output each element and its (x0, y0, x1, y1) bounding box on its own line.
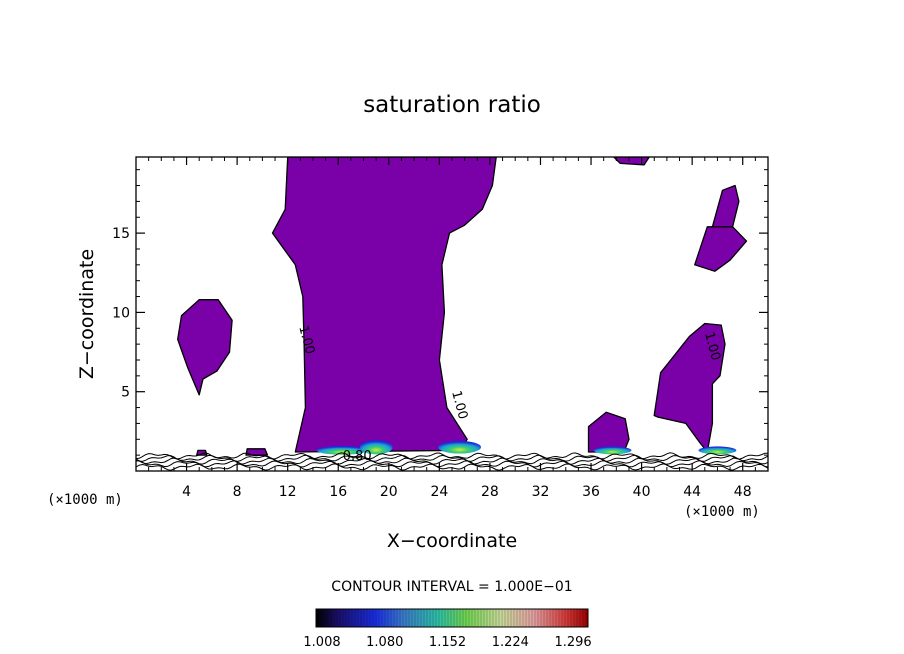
y-tick-label: 15 (112, 226, 130, 242)
x-tick-label: 32 (532, 484, 550, 500)
region-small-dome (587, 411, 630, 453)
region-fleck-5 (196, 449, 208, 456)
x-tick-label: 48 (734, 484, 752, 500)
region-left-blob (177, 299, 233, 396)
surface-line-4 (136, 454, 768, 462)
chart-title: saturation ratio (363, 92, 541, 118)
hot-spot-1 (316, 446, 368, 455)
region-right-upper-lobe (694, 226, 748, 272)
contour-interval-text: CONTOUR INTERVAL = 1.000E−01 (331, 579, 572, 595)
x-tick-label: 20 (380, 484, 398, 500)
high-value-spots (316, 440, 737, 455)
x-tick-label: 24 (430, 484, 448, 500)
colorbar-stripes (318, 609, 587, 627)
region-right-lower (653, 322, 726, 453)
surface-line-3 (136, 457, 768, 465)
colorbar-tick-label: 1.008 (303, 635, 340, 650)
colorbar-tick-label: 1.296 (554, 635, 591, 650)
x-tick-label: 40 (633, 484, 651, 500)
x-tick-label: 28 (481, 484, 499, 500)
x-axis-ticks: 4 8 12 16 20 24 28 32 36 40 44 48 (148, 157, 756, 500)
y-tick-label: 10 (112, 305, 130, 321)
hot-spot-2 (359, 440, 393, 455)
colorbar-tick-label: 1.224 (492, 635, 529, 650)
colorbar-tick-label: 1.152 (429, 635, 466, 650)
x-tick-label: 36 (582, 484, 600, 500)
x-tick-label: 16 (329, 484, 347, 500)
x-axis-label: X−coordinate (387, 530, 517, 552)
contour-label-3: 1.00 (701, 330, 723, 362)
x-tick-label: 4 (182, 484, 191, 500)
y-tick-label: 5 (121, 385, 130, 401)
y-axis-label: Z−coordinate (76, 249, 98, 379)
hot-spot-5 (698, 446, 737, 455)
x-tick-label: 12 (279, 484, 297, 500)
colorbar-ramp (315, 608, 589, 628)
contour-label-4: 0.80 (343, 449, 372, 464)
contour-label-1: 1.00 (295, 324, 317, 356)
contour-labels: 1.00 1.00 1.00 0.80 (295, 324, 723, 464)
surface-line-5 (136, 452, 768, 460)
x-unit-left: (×1000 m) (47, 492, 123, 508)
colorbar-tick-labels: 1.008 1.080 1.152 1.224 1.296 (303, 635, 591, 650)
x-tick-label: 44 (683, 484, 701, 500)
colorbar: 1.008 1.080 1.152 1.224 1.296 (303, 608, 592, 650)
hot-spot-3 (438, 440, 482, 454)
x-tick-label: 8 (233, 484, 242, 500)
region-right-upper-stem (711, 184, 740, 228)
region-central-tower (271, 157, 497, 453)
colorbar-tick-label: 1.080 (366, 635, 403, 650)
contour-label-2: 1.00 (448, 389, 470, 421)
region-top-fleck (613, 157, 650, 166)
filled-regions (177, 157, 748, 456)
x-unit-right: (×1000 m) (684, 504, 760, 520)
hot-spot-4 (593, 446, 632, 455)
y-axis-ticks: 5 10 15 (112, 169, 768, 456)
